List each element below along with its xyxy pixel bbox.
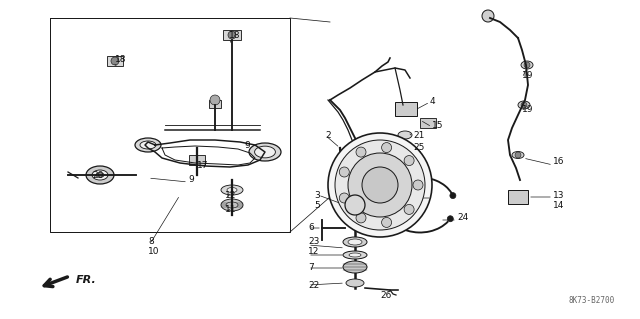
Text: 20: 20 xyxy=(92,170,104,180)
Circle shape xyxy=(228,31,236,39)
Text: 14: 14 xyxy=(553,201,564,210)
Text: 11: 11 xyxy=(225,205,237,214)
Circle shape xyxy=(339,193,349,203)
Ellipse shape xyxy=(140,141,156,149)
Ellipse shape xyxy=(226,202,238,208)
Text: 5: 5 xyxy=(314,201,320,210)
Circle shape xyxy=(524,62,530,68)
Circle shape xyxy=(111,57,119,65)
Ellipse shape xyxy=(343,237,367,247)
Text: 25: 25 xyxy=(413,144,424,152)
Circle shape xyxy=(345,195,365,215)
Ellipse shape xyxy=(343,261,367,273)
Ellipse shape xyxy=(221,185,243,195)
Text: 19: 19 xyxy=(522,106,534,115)
Ellipse shape xyxy=(346,279,364,287)
Circle shape xyxy=(381,143,392,152)
Text: 18: 18 xyxy=(115,56,127,64)
Text: 17: 17 xyxy=(197,160,209,169)
Ellipse shape xyxy=(135,138,161,152)
Ellipse shape xyxy=(92,170,108,180)
Circle shape xyxy=(482,10,494,22)
Circle shape xyxy=(210,95,220,105)
Bar xyxy=(395,102,417,116)
Text: 15: 15 xyxy=(432,121,444,130)
Ellipse shape xyxy=(227,188,237,192)
Text: 22: 22 xyxy=(308,280,319,290)
Circle shape xyxy=(356,147,366,157)
Text: 24: 24 xyxy=(457,213,468,222)
Circle shape xyxy=(381,218,392,227)
Circle shape xyxy=(328,133,432,237)
Text: 4: 4 xyxy=(430,98,436,107)
Text: 21: 21 xyxy=(413,130,424,139)
Ellipse shape xyxy=(398,131,412,139)
Ellipse shape xyxy=(96,173,104,177)
Circle shape xyxy=(348,153,412,217)
Circle shape xyxy=(404,204,414,214)
Text: 13: 13 xyxy=(553,190,564,199)
Text: 23: 23 xyxy=(308,238,319,247)
Text: 1: 1 xyxy=(390,194,396,203)
Circle shape xyxy=(362,167,398,203)
Text: 6: 6 xyxy=(308,224,314,233)
Text: 3: 3 xyxy=(314,190,320,199)
Text: 10: 10 xyxy=(148,248,159,256)
Bar xyxy=(420,118,436,128)
Ellipse shape xyxy=(255,146,275,158)
Text: 8: 8 xyxy=(148,238,154,247)
Ellipse shape xyxy=(343,251,367,259)
Text: 16: 16 xyxy=(553,158,564,167)
Ellipse shape xyxy=(221,199,243,211)
Text: 2: 2 xyxy=(325,130,331,139)
Ellipse shape xyxy=(86,166,114,184)
Circle shape xyxy=(335,140,425,230)
Circle shape xyxy=(356,213,366,223)
Text: 7: 7 xyxy=(308,263,314,272)
Circle shape xyxy=(404,156,414,166)
Bar xyxy=(209,100,221,108)
Circle shape xyxy=(413,180,423,190)
Bar xyxy=(508,190,528,204)
Text: 26: 26 xyxy=(380,291,392,300)
Circle shape xyxy=(447,216,453,222)
Circle shape xyxy=(515,152,521,158)
Ellipse shape xyxy=(348,239,362,245)
Text: 8K73-B2700: 8K73-B2700 xyxy=(569,296,615,305)
Circle shape xyxy=(450,193,456,199)
Ellipse shape xyxy=(518,101,530,109)
Ellipse shape xyxy=(512,152,524,159)
Text: FR.: FR. xyxy=(76,275,97,285)
Ellipse shape xyxy=(521,61,533,69)
Text: 9: 9 xyxy=(244,140,250,150)
Ellipse shape xyxy=(249,143,281,161)
Circle shape xyxy=(339,167,349,177)
Text: 12: 12 xyxy=(225,191,236,201)
Text: 18: 18 xyxy=(229,31,241,40)
Text: 12: 12 xyxy=(308,247,319,256)
Bar xyxy=(107,56,123,66)
Bar xyxy=(189,155,205,165)
Ellipse shape xyxy=(349,253,361,257)
Text: 9: 9 xyxy=(188,175,194,184)
Text: 19: 19 xyxy=(522,70,534,79)
Bar xyxy=(223,30,241,40)
Circle shape xyxy=(521,102,527,108)
